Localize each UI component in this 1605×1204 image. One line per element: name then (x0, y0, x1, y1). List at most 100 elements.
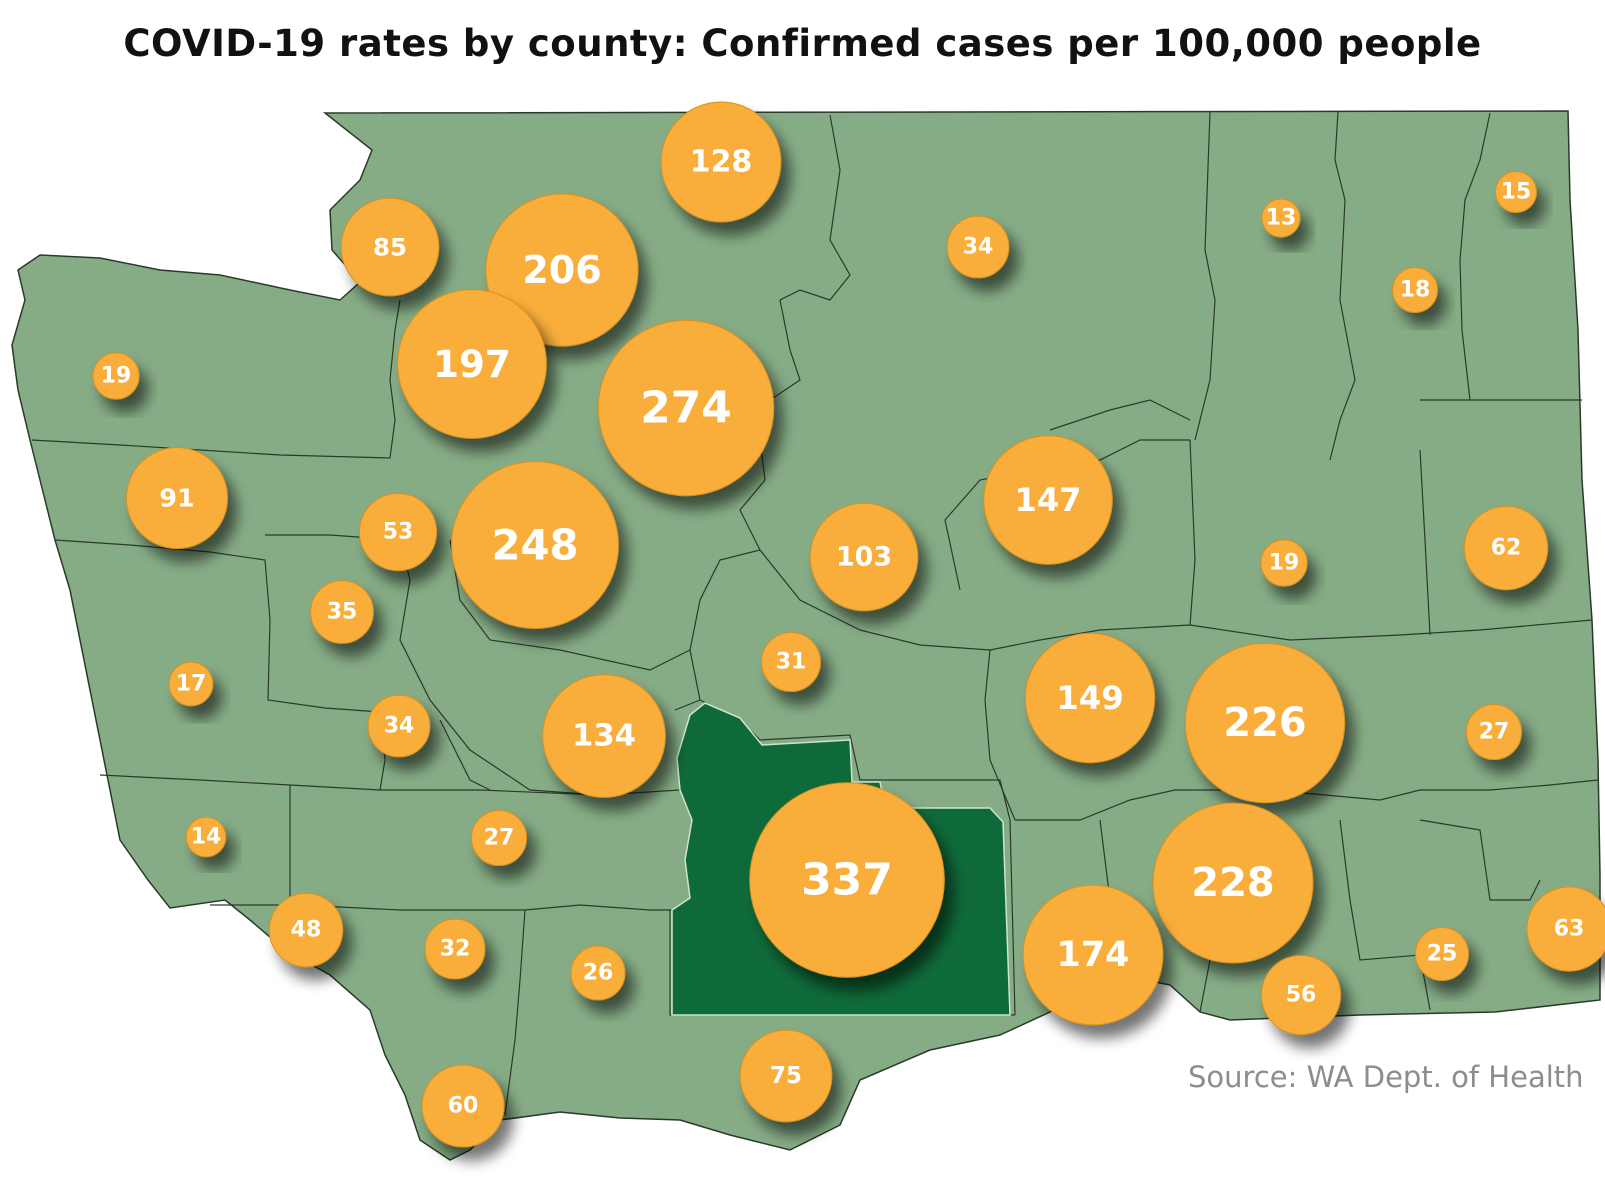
county-bubble: 15 (1494, 170, 1538, 214)
county-bubble: 34 (367, 694, 431, 758)
county-rate-label: 147 (1014, 481, 1081, 519)
county-bubble: 26 (570, 945, 626, 1001)
county-bubble-circle (268, 892, 344, 968)
county-bubble-circle (485, 193, 639, 347)
county-rate-label: 134 (572, 719, 636, 754)
county-bubble-circle (470, 809, 528, 867)
county-bubble: 206 (485, 193, 639, 347)
county-rate-label: 18 (1400, 278, 1431, 303)
county-bubble-circle (760, 631, 822, 693)
county-bubble: 63 (1526, 886, 1605, 972)
county-bubble: 174 (1022, 884, 1164, 1026)
county-bubble-circle (358, 492, 438, 572)
county-bubble-circle (739, 1029, 833, 1123)
county-rate-label: 226 (1223, 700, 1306, 746)
county-rate-label: 27 (484, 826, 515, 851)
county-bubble-circle (749, 782, 945, 978)
county-bubble-circle (542, 674, 666, 798)
county-bubble: 197 (397, 289, 547, 439)
county-bubble: 62 (1463, 505, 1549, 591)
county-bubble-circle (809, 502, 919, 612)
county-bubble-circle (1261, 198, 1301, 238)
county-bubble: 56 (1260, 954, 1342, 1036)
county-bubble: 337 (749, 782, 945, 978)
county-rate-label: 13 (1266, 206, 1297, 231)
county-rate-label: 248 (491, 521, 578, 570)
county-rate-label: 53 (383, 520, 414, 545)
county-rate-label: 128 (690, 145, 753, 180)
county-bubble: 228 (1152, 802, 1314, 964)
county-rate-label: 19 (1269, 551, 1300, 576)
county-rate-label: 32 (440, 937, 471, 962)
county-bubble-circle (1184, 642, 1346, 804)
county-bubble-circle (1152, 802, 1314, 964)
county-rate-label: 91 (159, 484, 194, 513)
county-rate-label: 26 (583, 961, 614, 986)
map-title: COVID-19 rates by county: Confirmed case… (123, 22, 1482, 65)
source-note: Source: WA Dept. of Health (1188, 1060, 1584, 1094)
county-bubble: 53 (358, 492, 438, 572)
bubble-layer: 128 85 206 34 13 15 18 19 197 274 91 53 248 147 103 19 6… (92, 101, 1605, 1148)
county-bubble-circle (310, 580, 374, 644)
county-bubble-circle (92, 352, 140, 400)
county-bubble: 274 (597, 319, 775, 497)
county-bubble: 27 (1465, 703, 1523, 761)
county-bubble-circle (570, 945, 626, 1001)
county-bubble-circle (424, 918, 486, 980)
county-rate-label: 15 (1501, 180, 1532, 205)
county-rate-label: 228 (1191, 860, 1275, 906)
county-bubble-circle (946, 215, 1010, 279)
county-rate-label: 75 (770, 1063, 802, 1089)
county-bubble: 60 (421, 1064, 505, 1148)
county-bubble: 34 (946, 215, 1010, 279)
county-bubble: 25 (1415, 927, 1469, 981)
county-bubble: 27 (470, 809, 528, 867)
county-bubble-circle (983, 435, 1113, 565)
county-bubble: 226 (1184, 642, 1346, 804)
county-bubble: 147 (983, 435, 1113, 565)
county-bubble: 48 (268, 892, 344, 968)
county-rate-label: 27 (1479, 720, 1510, 745)
county-rate-label: 17 (176, 672, 207, 697)
county-bubble: 248 (451, 461, 619, 629)
county-rate-label: 149 (1056, 679, 1123, 717)
county-bubble-circle (1260, 539, 1308, 587)
county-rate-label: 274 (640, 383, 732, 434)
county-rate-label: 35 (327, 600, 358, 625)
county-rate-label: 31 (776, 650, 807, 675)
county-rate-label: 174 (1057, 935, 1130, 975)
county-rate-label: 60 (448, 1094, 479, 1119)
county-bubble: 91 (125, 446, 229, 550)
county-bubble-circle (125, 446, 229, 550)
county-rate-label: 48 (291, 918, 322, 943)
county-rate-label: 19 (101, 364, 132, 389)
county-bubble: 18 (1392, 267, 1438, 313)
county-bubble-circle (1465, 703, 1523, 761)
county-bubble-circle (660, 101, 782, 223)
county-rate-label: 85 (373, 233, 407, 262)
county-bubble: 19 (1260, 539, 1308, 587)
county-bubble-circle (597, 319, 775, 497)
county-bubble-circle (421, 1064, 505, 1148)
county-bubble-circle (185, 816, 227, 858)
county-rate-label: 197 (433, 342, 511, 386)
county-rate-label: 56 (1286, 983, 1317, 1008)
county-bubble-circle (1024, 632, 1156, 764)
county-bubble-circle (1494, 170, 1538, 214)
county-rate-label: 337 (801, 855, 893, 906)
county-bubble-circle (1260, 954, 1342, 1036)
county-bubble-circle (168, 661, 214, 707)
county-rate-label: 25 (1427, 942, 1458, 967)
county-bubble: 32 (424, 918, 486, 980)
county-bubble: 149 (1024, 632, 1156, 764)
county-rate-label: 62 (1491, 536, 1522, 561)
county-bubble-circle (1022, 884, 1164, 1026)
county-bubble: 17 (168, 661, 214, 707)
county-bubble: 31 (760, 631, 822, 693)
county-bubble-circle (451, 461, 619, 629)
county-bubble: 14 (185, 816, 227, 858)
county-bubble-circle (1392, 267, 1438, 313)
county-rate-label: 103 (836, 542, 892, 573)
county-bubble-circle (340, 197, 440, 297)
